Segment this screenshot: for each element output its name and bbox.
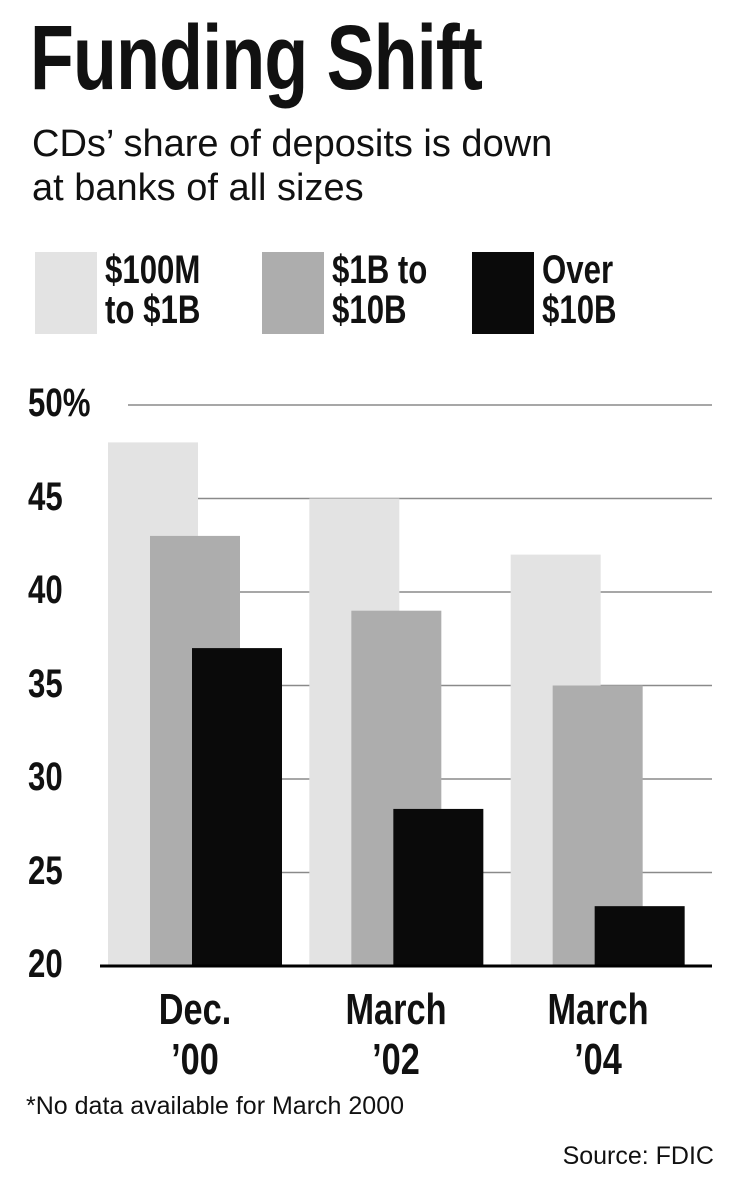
legend-swatch — [35, 252, 97, 334]
x-tick-label: March ’02 — [345, 985, 447, 1084]
bar — [393, 808, 484, 966]
legend-label: $100M to $1B — [105, 248, 201, 332]
legend-swatch — [472, 252, 534, 334]
x-tick-label: Dec. ’00 — [158, 985, 232, 1084]
y-tick-label: 25 — [28, 848, 63, 893]
y-tick-label: 40 — [28, 568, 63, 612]
bar — [192, 648, 282, 966]
bar — [594, 906, 685, 966]
legend-swatch — [262, 252, 324, 334]
y-tick-label: 20 — [28, 942, 63, 986]
legend-label: Over $10B — [542, 248, 617, 332]
legend-label: $1B to $10B — [332, 248, 428, 332]
y-tick-label: 50% — [28, 381, 91, 425]
y-tick-label: 35 — [28, 661, 63, 706]
y-tick-label: 45 — [28, 474, 63, 519]
chart-title: Funding Shift — [30, 7, 483, 109]
source: Source: FDIC — [562, 1142, 714, 1170]
chart-subtitle: CDs’ share of deposits is down at banks … — [32, 123, 553, 209]
footnote: *No data available for March 2000 — [26, 1092, 405, 1120]
x-tick-label: March ’04 — [547, 985, 649, 1084]
y-tick-label: 30 — [28, 755, 63, 799]
